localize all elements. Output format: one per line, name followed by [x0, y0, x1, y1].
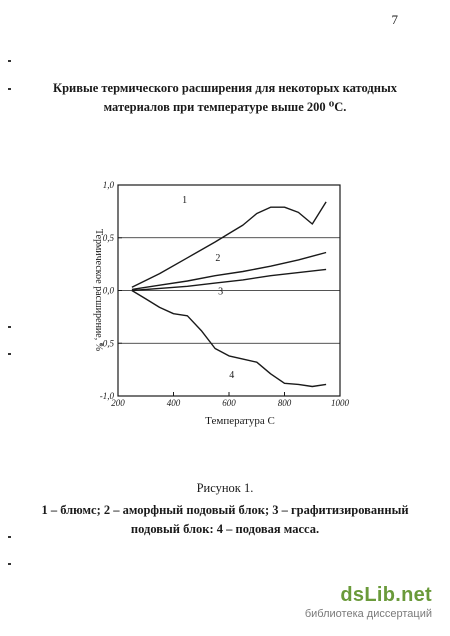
- caption-line-1: 1 – блюмс; 2 – аморфный подовый блок; 3 …: [0, 501, 450, 520]
- figure-label: Рисунок 1.: [0, 479, 450, 498]
- scan-dot: [8, 88, 11, 90]
- x-tick-label: 800: [278, 398, 292, 408]
- scan-dot: [8, 536, 11, 538]
- caption-line-2: подовый блок: 4 – подовая масса.: [0, 520, 450, 539]
- series-4-label: 4: [229, 370, 234, 381]
- series-lines: [132, 202, 326, 387]
- scan-dot: [8, 60, 11, 62]
- series-2-label: 2: [215, 253, 220, 264]
- x-axis-label: Температура С: [205, 415, 275, 427]
- series-1-line: [132, 202, 326, 287]
- scan-dot: [8, 563, 11, 565]
- figure-caption: Рисунок 1. 1 – блюмс; 2 – аморфный подов…: [0, 479, 450, 539]
- x-tick-label: 600: [222, 398, 236, 408]
- y-axis-label: Термическое расширение, %: [93, 229, 104, 351]
- watermark-subtitle: библиотека диссертаций: [305, 608, 432, 620]
- series-labels: 1 2 3 4: [182, 195, 234, 381]
- x-tick-label: 400: [167, 398, 181, 408]
- watermark-logo: dsLib.net: [340, 584, 432, 607]
- grid-lines: [118, 238, 340, 344]
- x-tick-label: 1000: [331, 398, 350, 408]
- y-tick-label: 1,0: [103, 180, 115, 190]
- series-1-label: 1: [182, 195, 187, 206]
- x-tick-label: 200: [111, 398, 125, 408]
- series-2-line: [132, 253, 326, 290]
- series-3-label: 3: [218, 287, 223, 298]
- scan-dot: [8, 326, 11, 328]
- watermark: dsLib.net библиотека диссертаций: [302, 584, 432, 626]
- scan-dot: [8, 353, 11, 355]
